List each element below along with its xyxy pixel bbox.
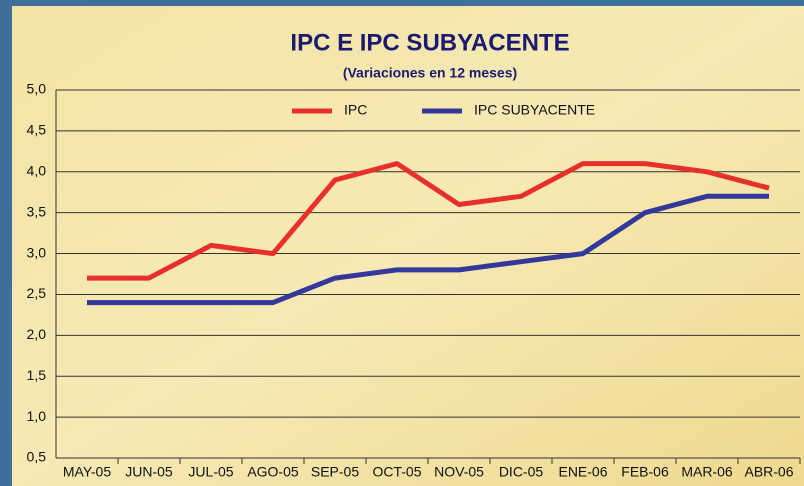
y-tick-label: 3,5 <box>27 203 47 219</box>
x-tick-label: NOV-05 <box>434 464 484 480</box>
x-tick-label: AGO-05 <box>247 464 299 480</box>
legend-label: IPC <box>344 102 367 118</box>
chart-subtitle: (Variaciones en 12 meses) <box>343 65 517 81</box>
x-tick-label: JUL-05 <box>188 464 233 480</box>
legend-label: IPC SUBYACENTE <box>474 102 595 118</box>
x-tick-label: SEP-05 <box>311 464 359 480</box>
y-tick-label: 4,0 <box>27 162 47 178</box>
y-tick-label: 1,0 <box>27 408 47 424</box>
x-tick-label: OCT-05 <box>372 464 421 480</box>
x-tick-label: FEB-06 <box>621 464 669 480</box>
y-tick-label: 0,5 <box>27 449 47 465</box>
x-tick-label: ABR-06 <box>744 464 793 480</box>
x-tick-label: MAR-06 <box>681 464 733 480</box>
y-tick-label: 3,0 <box>27 244 47 260</box>
y-tick-label: 4,5 <box>27 122 47 138</box>
x-tick-label: ENE-06 <box>558 464 607 480</box>
y-tick-label: 1,5 <box>27 367 47 383</box>
chart-title: IPC E IPC SUBYACENTE <box>290 29 569 56</box>
y-tick-label: 5,0 <box>27 81 47 97</box>
x-tick-label: JUN-05 <box>125 464 173 480</box>
y-tick-label: 2,5 <box>27 285 47 301</box>
y-tick-label: 2,0 <box>27 326 47 342</box>
x-tick-label: MAY-05 <box>63 464 111 480</box>
chart: IPC E IPC SUBYACENTE (Variaciones en 12 … <box>0 0 804 486</box>
x-tick-label: DIC-05 <box>499 464 544 480</box>
